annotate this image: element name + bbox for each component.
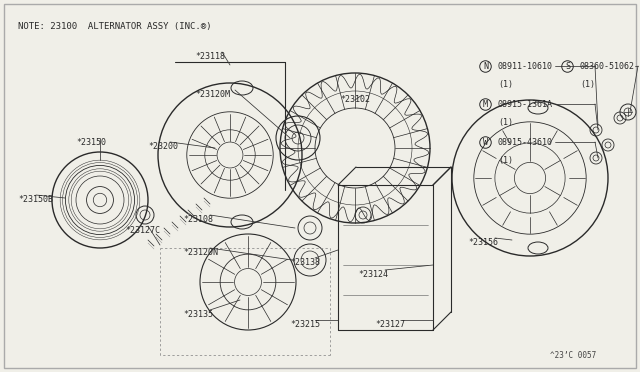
Text: *23150B: *23150B	[18, 195, 53, 204]
Text: *23127: *23127	[375, 320, 405, 329]
Text: *23118: *23118	[195, 52, 225, 61]
Text: (1): (1)	[580, 80, 595, 89]
Text: M: M	[483, 100, 488, 109]
Text: W: W	[483, 138, 488, 147]
Text: (1): (1)	[498, 156, 513, 165]
Text: ^23ʼC 0057: ^23ʼC 0057	[550, 351, 596, 360]
Text: 08915-43610: 08915-43610	[497, 138, 552, 147]
Text: *23108: *23108	[183, 215, 213, 224]
Text: NOTE: 23100  ALTERNATOR ASSY (INC.®): NOTE: 23100 ALTERNATOR ASSY (INC.®)	[18, 22, 211, 31]
Text: 08915-1361A: 08915-1361A	[497, 100, 552, 109]
Text: *23120M: *23120M	[195, 90, 230, 99]
Text: *23215: *23215	[290, 320, 320, 329]
Text: *23120N: *23120N	[183, 248, 218, 257]
Text: 08911-10610: 08911-10610	[497, 62, 552, 71]
Text: *23156: *23156	[468, 238, 498, 247]
Text: (1): (1)	[498, 118, 513, 127]
Text: *23102: *23102	[340, 95, 370, 104]
Text: *23138: *23138	[290, 258, 320, 267]
Text: *23200: *23200	[148, 142, 178, 151]
Text: S: S	[565, 62, 570, 71]
Text: *23150: *23150	[76, 138, 106, 147]
Text: N: N	[483, 62, 488, 71]
Text: *23124: *23124	[358, 270, 388, 279]
Text: *23135: *23135	[183, 310, 213, 319]
Text: (1): (1)	[498, 80, 513, 89]
Text: 08360-51062: 08360-51062	[579, 62, 634, 71]
Text: *23127C: *23127C	[125, 226, 160, 235]
